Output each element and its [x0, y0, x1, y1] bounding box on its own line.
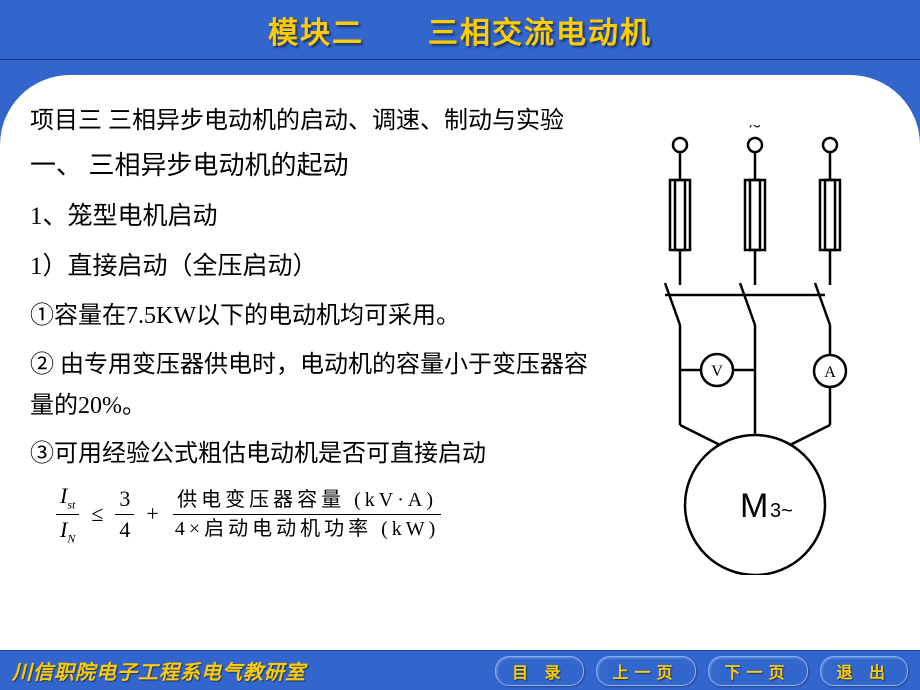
motor-label: M	[740, 487, 768, 525]
lhs-num-sub: st	[67, 498, 75, 512]
heading-1: 1、笼型电机启动	[30, 196, 590, 232]
fuse-3	[820, 180, 840, 250]
exit-button[interactable]: 退 出	[820, 656, 908, 686]
next-button[interactable]: 下一页	[708, 656, 808, 686]
t1-den: 4	[115, 515, 134, 543]
footer-bar: 川信职院电子工程系电气教研室 目 录 上一页 下一页 退 出	[0, 650, 920, 690]
lhs-den-sub: N	[67, 531, 75, 545]
t2-num: 供电变压器容量 (kV·A)	[173, 488, 441, 515]
circuit-diagram: ~	[620, 125, 890, 575]
motor-sub: 3~	[770, 500, 793, 522]
prev-button[interactable]: 上一页	[596, 656, 696, 686]
formula-op: ≤	[91, 501, 103, 527]
toc-button[interactable]: 目 录	[495, 656, 583, 686]
ac-symbol: ~	[749, 125, 761, 138]
formula-term2: 供电变压器容量 (kV·A) 4×启动电动机功率 (kW)	[171, 488, 443, 541]
t1-num: 3	[115, 486, 134, 515]
content-wrap: 项目三 三相异步电动机的启动、调速、制动与实验 一、 三相异步电动机的起动 1、…	[0, 60, 920, 650]
text-column: 一、 三相异步电动机的起动 1、笼型电机启动 1）直接启动（全压启动） ①容量在…	[30, 145, 590, 546]
fuse-1	[670, 180, 690, 250]
formula-lhs: Ist IN	[56, 483, 79, 546]
formula: Ist IN ≤ 3 4 + 供电变压器容量 (kV·A) 4×启动电动机功率 …	[50, 483, 590, 546]
para-1: ①容量在7.5KW以下的电动机均可采用。	[30, 296, 590, 337]
para-3: ③可用经验公式粗估电动机是否可直接启动	[30, 434, 590, 475]
voltmeter-label: V	[711, 363, 723, 380]
ammeter-label: A	[824, 364, 836, 381]
para-2: ② 由专用变压器供电时，电动机的容量小于变压器容量的20%。	[30, 345, 590, 427]
formula-plus: +	[146, 501, 158, 527]
org-label: 川信职院电子工程系电气教研室	[12, 656, 495, 685]
content-panel: 项目三 三相异步电动机的启动、调速、制动与实验 一、 三相异步电动机的起动 1、…	[0, 75, 920, 650]
heading-1-1: 1）直接启动（全压启动）	[30, 246, 590, 282]
fuse-2	[745, 180, 765, 250]
module-title: 模块二 三相交流电动机	[268, 8, 652, 52]
heading-section-1: 一、 三相异步电动机的起动	[30, 145, 590, 182]
t2-den: 4×启动电动机功率 (kW)	[171, 515, 443, 541]
formula-term1: 3 4	[115, 486, 134, 544]
header-bar: 模块二 三相交流电动机	[0, 0, 920, 60]
nav-buttons: 目 录 上一页 下一页 退 出	[495, 656, 908, 686]
